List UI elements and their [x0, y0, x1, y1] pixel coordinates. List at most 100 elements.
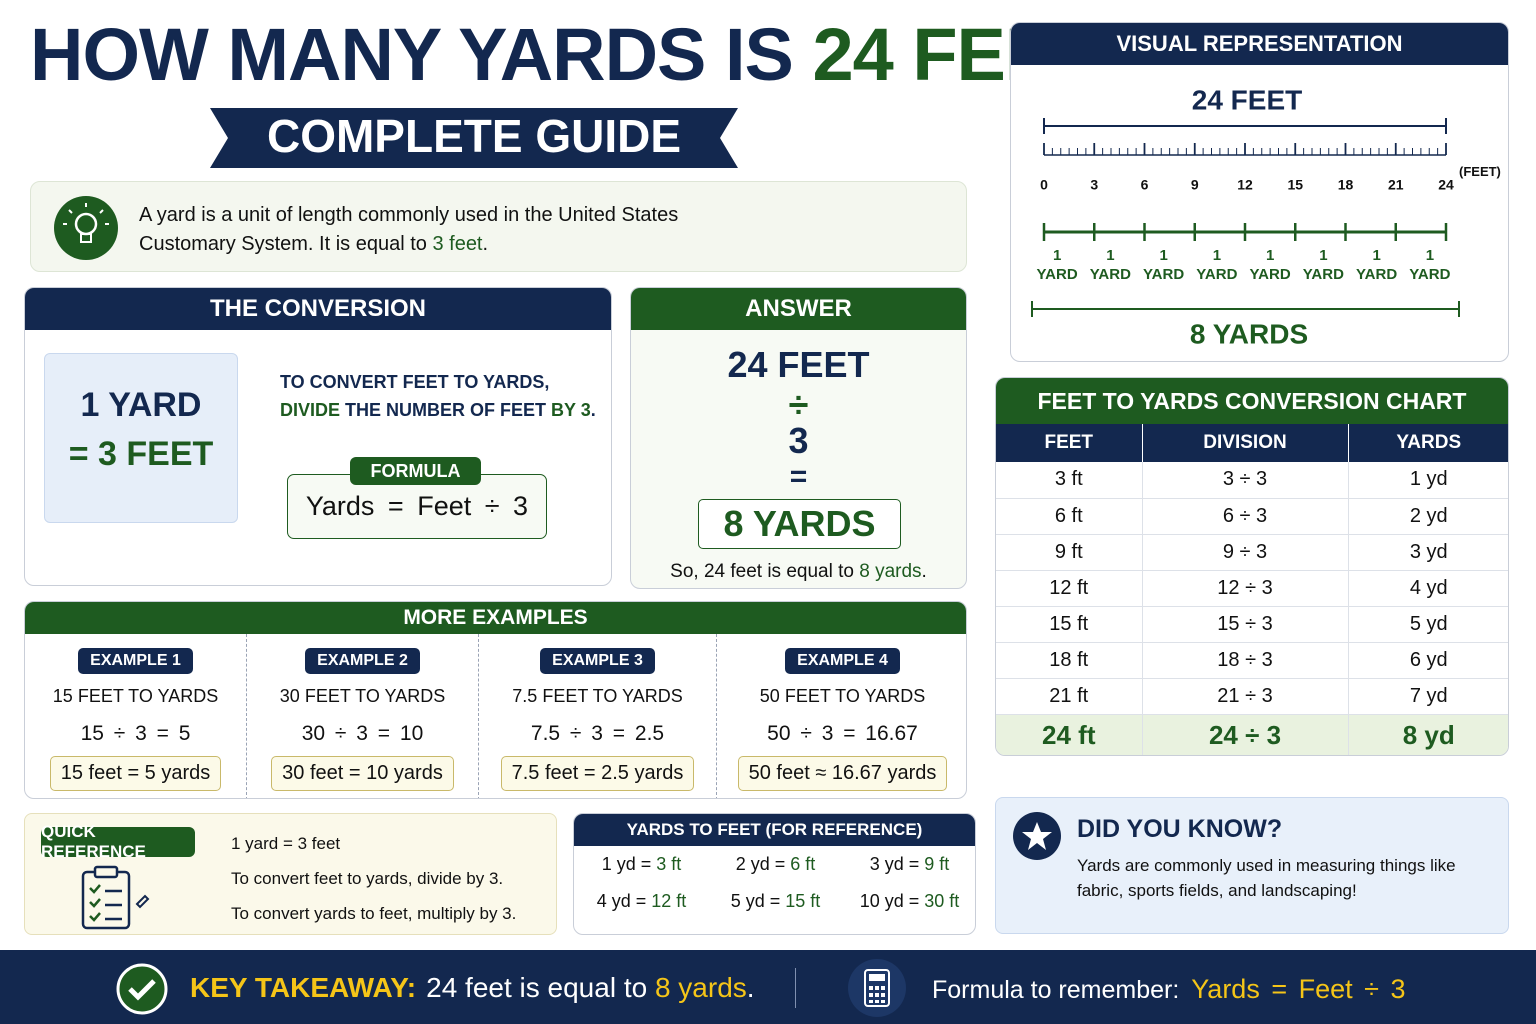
- table-cell: 12 ft: [996, 570, 1143, 606]
- table-cell: 6 yd: [1348, 642, 1508, 678]
- yard-segment-unit: YARD: [1090, 266, 1131, 283]
- answer-equals: =: [789, 460, 808, 493]
- yard-segment-number: 1: [1053, 247, 1061, 264]
- example-column: EXAMPLE 3 7.5 FEET TO YARDS 7.5 ÷ 3 = 2.5 7…: [479, 634, 717, 798]
- subtitle-banner: COMPLETE GUIDE: [210, 108, 738, 168]
- summary-highlight: 8 yards: [859, 561, 922, 582]
- chart-title: FEET TO YARDS CONVERSION CHART: [996, 378, 1508, 424]
- example-calc: 7.5 ÷ 3 = 2.5: [530, 722, 665, 745]
- ruler-tick-label: 15: [1287, 177, 1303, 193]
- intro-highlight: 3 feet: [432, 233, 483, 255]
- ruler-tick-label: 9: [1191, 177, 1199, 193]
- table-cell: 12 ÷ 3: [1142, 570, 1349, 606]
- instruction-middle: THE NUMBER OF FEET: [345, 400, 547, 420]
- quick-reference-text: To convert yards to feet, multiply by 3.: [231, 903, 517, 923]
- yard-segment-number: 1: [1372, 247, 1380, 264]
- instruction: TO CONVERT FEET TO YARDS, DIVIDE THE NUM…: [280, 368, 596, 424]
- quick-reference-list: 1 yard = 3 feet To convert feet to yards,…: [221, 826, 516, 931]
- ruler-tick-label: 12: [1237, 177, 1253, 193]
- ruler-unit: (FEET): [1459, 164, 1501, 179]
- feet-part: 15 ft: [785, 891, 821, 911]
- yards-part: 1 yd =: [601, 854, 652, 874]
- example-title: 7.5 FEET TO YARDS: [512, 686, 683, 706]
- formula-label: FORMULA: [350, 457, 481, 485]
- takeaway-highlight: 8 yards: [654, 972, 747, 1003]
- ruler-graphic: 24 FEET (FEET) 8 YARDS 0 3 6 9 12 15 18 21 24 1 YA…: [1031, 84, 1501, 349]
- example-label: EXAMPLE 2: [305, 648, 420, 674]
- table-header-cell: DIVISION: [1142, 424, 1349, 462]
- feet-part: 12 ft: [651, 891, 687, 911]
- yards-part: 4 yd =: [596, 891, 647, 911]
- table-cell: 21 ÷ 3: [1142, 678, 1349, 714]
- did-you-know-text: Yards are commonly used in measuring thi…: [1077, 856, 1456, 900]
- yard-box-line1: 1 YARD: [80, 386, 202, 424]
- ruler-tick-label: 3: [1090, 177, 1098, 193]
- table-header-row: FEET DIVISION YARDS: [996, 424, 1508, 462]
- table-cell: 4 yd: [1348, 570, 1508, 606]
- table-cell: 15 ft: [996, 606, 1143, 642]
- table-cell: 15 ÷ 3: [1142, 606, 1349, 642]
- example-title: 50 FEET TO YARDS: [759, 686, 926, 706]
- intro-text: A yard is a unit of length commonly used…: [139, 201, 759, 259]
- yard-segment-number: 1: [1159, 247, 1167, 264]
- yards-to-feet-item: 3 yd = 9 ft: [842, 854, 975, 875]
- total-label: 8 YARDS: [1190, 318, 1308, 349]
- visual-heading: VISUAL REPRESENTATION: [1011, 23, 1508, 65]
- example-result: 30 feet = 10 yards: [271, 756, 454, 791]
- check-icon: [116, 963, 168, 1015]
- formula-reminder: Formula to remember: Yards = Feet ÷ 3: [932, 974, 1405, 1005]
- yard-segment-number: 1: [1426, 247, 1434, 264]
- example-result: 50 feet ≈ 16.67 yards: [737, 756, 948, 791]
- bulb-icon: [54, 196, 118, 260]
- answer-divide: ÷: [788, 384, 809, 425]
- table-cell: 18 ÷ 3: [1142, 642, 1349, 678]
- takeaway: KEY TAKEAWAY: 24 feet is equal to 8 yards…: [190, 972, 755, 1004]
- feet-part: 30 ft: [924, 891, 960, 911]
- instruction-by: BY 3: [551, 400, 591, 420]
- yard-segment-unit: YARD: [1037, 266, 1078, 283]
- yards-part: 5 yd =: [730, 891, 781, 911]
- instruction-end: .: [590, 400, 596, 420]
- examples-panel: MORE EXAMPLES EXAMPLE 1 15 FEET TO YARDS 1…: [24, 601, 967, 799]
- visual-panel: VISUAL REPRESENTATION 24 FEET (FEET) 8 Y…: [1010, 22, 1509, 362]
- conversion-panel: THE CONVERSION 1 YARD = 3 FEET TO CONVER…: [24, 287, 612, 586]
- table-cell: 7 yd: [1348, 678, 1508, 714]
- answer-result: 8 YARDS: [698, 499, 901, 549]
- table-cell: 9 ÷ 3: [1142, 534, 1349, 570]
- example-label: EXAMPLE 3: [540, 648, 655, 674]
- feet-label: 24 FEET: [1192, 84, 1302, 115]
- example-title: 30 FEET TO YARDS: [279, 686, 446, 706]
- instruction-line1: TO CONVERT FEET TO YARDS,: [280, 372, 550, 392]
- table-cell: 18 ft: [996, 642, 1143, 678]
- answer-line1: 24 FEET: [727, 344, 870, 385]
- example-label: EXAMPLE 1: [78, 648, 193, 674]
- table-header-cell: FEET: [996, 424, 1143, 462]
- example-column: EXAMPLE 2 30 FEET TO YARDS 30 ÷ 3 = 10 30 f…: [247, 634, 479, 798]
- yard-box: 1 YARD = 3 FEET: [44, 353, 238, 523]
- example-label: EXAMPLE 4: [785, 648, 900, 674]
- ruler-tick-label: 21: [1388, 177, 1404, 193]
- yard-segment-number: 1: [1266, 247, 1274, 264]
- table-cell: 21 ft: [996, 678, 1143, 714]
- quick-reference: QUICK REFERENCE 1 yard = 3 feet To conver…: [24, 813, 557, 935]
- table-cell: 1 yd: [1348, 462, 1508, 498]
- example-calc: 50 ÷ 3 = 16.67: [767, 722, 918, 745]
- yards-to-feet-grid: 1 yd = 3 ft 2 yd = 6 ft 3 yd = 9 ft 4 yd = 12 f…: [574, 854, 975, 912]
- ruler-tick-label: 6: [1141, 177, 1149, 193]
- yard-segment-unit: YARD: [1143, 266, 1184, 283]
- table-cell: 3 yd: [1348, 534, 1508, 570]
- takeaway-end: .: [746, 972, 755, 1003]
- title: HOW MANY YARDS IS 24 FEET?: [30, 12, 1143, 97]
- footer: KEY TAKEAWAY: 24 feet is equal to 8 yards…: [0, 950, 1536, 1024]
- table-cell: 24 ft: [996, 714, 1143, 755]
- intro-end: .: [482, 233, 489, 255]
- quick-reference-item: To convert yards to feet, multiply by 3.: [221, 896, 516, 931]
- answer-line2: 3: [788, 420, 809, 461]
